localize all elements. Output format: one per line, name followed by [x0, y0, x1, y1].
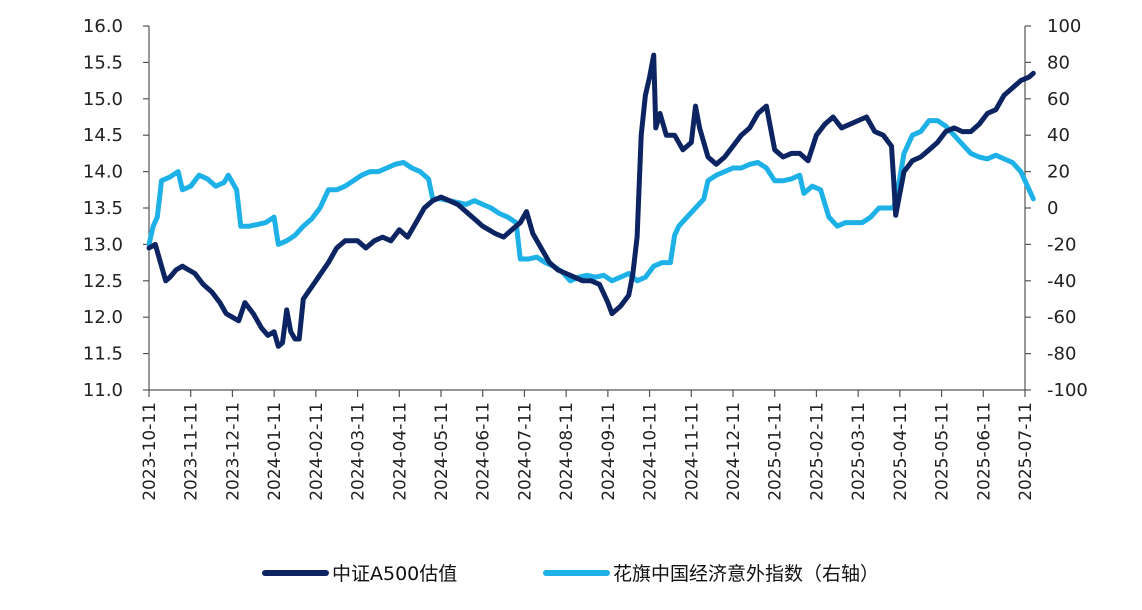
x-tick-label: 2024-11-11 [682, 402, 702, 501]
x-tick-label: 2024-08-11 [557, 402, 577, 501]
x-tick-label: 2025-02-11 [807, 402, 827, 501]
x-tick-label: 2024-12-11 [724, 402, 744, 501]
left-y-tick-label: 14.5 [83, 125, 123, 146]
x-tick-label: 2024-06-11 [474, 402, 494, 501]
x-tick-label: 2024-02-11 [307, 402, 327, 501]
left-y-tick-label: 12.5 [83, 271, 123, 292]
legend: 中证A500估值 花旗中国经济意外指数（右轴） [262, 563, 879, 585]
series-line-a500-valuation [146, 52, 1036, 349]
x-tick-label: 2025-05-11 [933, 402, 953, 501]
left-y-tick-label: 11.0 [83, 380, 123, 401]
left-y-tick-label: 14.0 [83, 162, 123, 183]
right-y-tick-label: -20 [1047, 234, 1076, 255]
x-tick-label: 2023-11-11 [182, 402, 202, 501]
x-tick-label: 2025-01-11 [766, 402, 786, 501]
x-tick-label: 2025-06-11 [974, 402, 994, 501]
x-tick-label: 2024-04-11 [390, 402, 410, 501]
x-tick-label: 2024-07-11 [515, 402, 535, 501]
x-ticks: 2023-10-11 2023-11-11 2023-12-11 2024-01-11… [140, 390, 1036, 501]
x-tick-label: 2025-07-11 [1016, 402, 1036, 501]
x-tick-label: 2025-04-11 [891, 402, 911, 501]
x-tick-label: 2024-05-11 [432, 402, 452, 501]
right-y-ticks: -100 -80 -60 -40 -20 0 20 40 60 80 100 [1025, 16, 1088, 401]
series-layer [146, 52, 1036, 349]
legend-label-a500-valuation: 中证A500估值 [332, 563, 457, 585]
right-y-tick-label: 20 [1047, 162, 1070, 183]
right-y-tick-label: -60 [1047, 307, 1076, 328]
right-y-tick-label: 60 [1047, 89, 1070, 110]
right-y-tick-label: 80 [1047, 52, 1070, 73]
right-y-tick-label: -80 [1047, 344, 1076, 365]
right-y-tick-label: 0 [1047, 198, 1058, 219]
x-tick-label: 2024-03-11 [349, 402, 369, 501]
right-y-tick-label: -100 [1047, 380, 1088, 401]
left-y-tick-label: 13.0 [83, 234, 123, 255]
right-y-tick-label: 100 [1047, 16, 1081, 37]
left-y-tick-label: 13.5 [83, 198, 123, 219]
left-y-tick-label: 16.0 [83, 16, 123, 37]
x-tick-label: 2024-09-11 [599, 402, 619, 501]
x-tick-label: 2025-03-11 [849, 402, 869, 501]
right-y-tick-label: -40 [1047, 271, 1076, 292]
left-y-ticks: 11.0 11.5 12.0 12.5 13.0 13.5 14.0 14.5 15.0 15.5… [83, 16, 149, 401]
x-tick-label: 2024-10-11 [641, 402, 661, 501]
x-tick-label: 2023-10-11 [140, 402, 160, 501]
left-y-tick-label: 11.5 [83, 344, 123, 365]
left-y-tick-label: 15.5 [83, 52, 123, 73]
series-line-citi-surprise-index [146, 118, 1036, 284]
left-y-tick-label: 15.0 [83, 89, 123, 110]
x-tick-label: 2023-12-11 [223, 402, 243, 501]
right-y-tick-label: 40 [1047, 125, 1070, 146]
x-tick-label: 2024-01-11 [265, 402, 285, 501]
left-y-tick-label: 12.0 [83, 307, 123, 328]
legend-label-citi-surprise-index: 花旗中国经济意外指数（右轴） [613, 563, 879, 585]
